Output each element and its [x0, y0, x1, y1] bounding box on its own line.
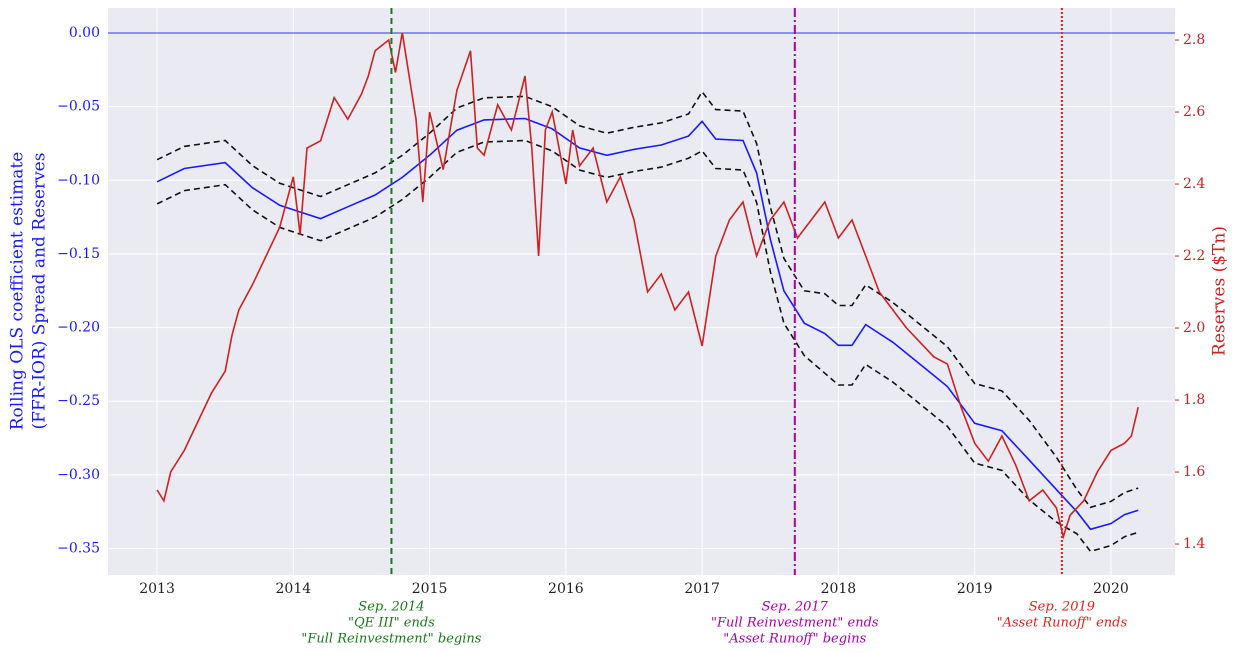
- y-tick-label: −0.25: [57, 393, 100, 409]
- y-axis-label: (FFR-IOR) Spread and Reserves: [30, 153, 50, 430]
- y2-tick-label: 2.4: [1183, 176, 1205, 192]
- annotation: "Full Reinvestment" begins: [301, 632, 481, 647]
- y-axis-label: Rolling OLS coefficient estimate: [8, 152, 28, 431]
- data-line: [156, 32, 1139, 540]
- y2-tick-label: 2.8: [1183, 32, 1205, 48]
- y-tick-label: −0.20: [57, 320, 100, 336]
- x-tick-label: 2015: [412, 581, 448, 597]
- y2-tick-label: 1.6: [1183, 464, 1205, 480]
- data-line: [156, 117, 1139, 531]
- y-tick-label: −0.30: [57, 467, 100, 483]
- y2-tick-label: 1.4: [1183, 536, 1205, 552]
- annotation: "Asset Runoff" begins: [723, 632, 866, 647]
- x-tick-label: 2016: [548, 581, 584, 597]
- y-tick-label: −0.05: [57, 99, 100, 115]
- y2-tick-label: 1.8: [1183, 392, 1205, 408]
- y-tick-label: −0.10: [57, 172, 100, 188]
- annotation: "Full Reinvestment" ends: [711, 616, 879, 631]
- data-line: [156, 139, 1139, 553]
- y2-axis-label: Reserves ($Tn): [1210, 226, 1230, 356]
- x-tick-label: 2014: [276, 581, 312, 597]
- x-tick-label: 2018: [821, 581, 857, 597]
- marks: [108, 8, 1175, 575]
- y-tick-label: 0.00: [69, 25, 100, 41]
- grid: [108, 8, 1175, 575]
- annotation: Sep. 2017: [762, 600, 829, 615]
- y2-tick-label: 2.2: [1183, 248, 1205, 264]
- y-tick-label: −0.35: [57, 540, 100, 556]
- annotation: Sep. 2014: [358, 600, 424, 615]
- annotation: "Asset Runoff" ends: [997, 616, 1128, 631]
- y2-tick-label: 2.6: [1183, 104, 1205, 120]
- x-tick-label: 2013: [139, 581, 175, 597]
- x-tick-label: 2017: [684, 581, 720, 597]
- y2-tick-label: 2.0: [1183, 320, 1205, 336]
- annotation: "QE III" ends: [348, 616, 435, 631]
- y-tick-label: −0.15: [57, 246, 100, 262]
- x-tick-label: 2020: [1093, 581, 1129, 597]
- x-tick-label: 2019: [957, 581, 993, 597]
- plot-area: [108, 8, 1175, 575]
- data-line: [156, 90, 1139, 509]
- annotation: Sep. 2019: [1029, 600, 1095, 615]
